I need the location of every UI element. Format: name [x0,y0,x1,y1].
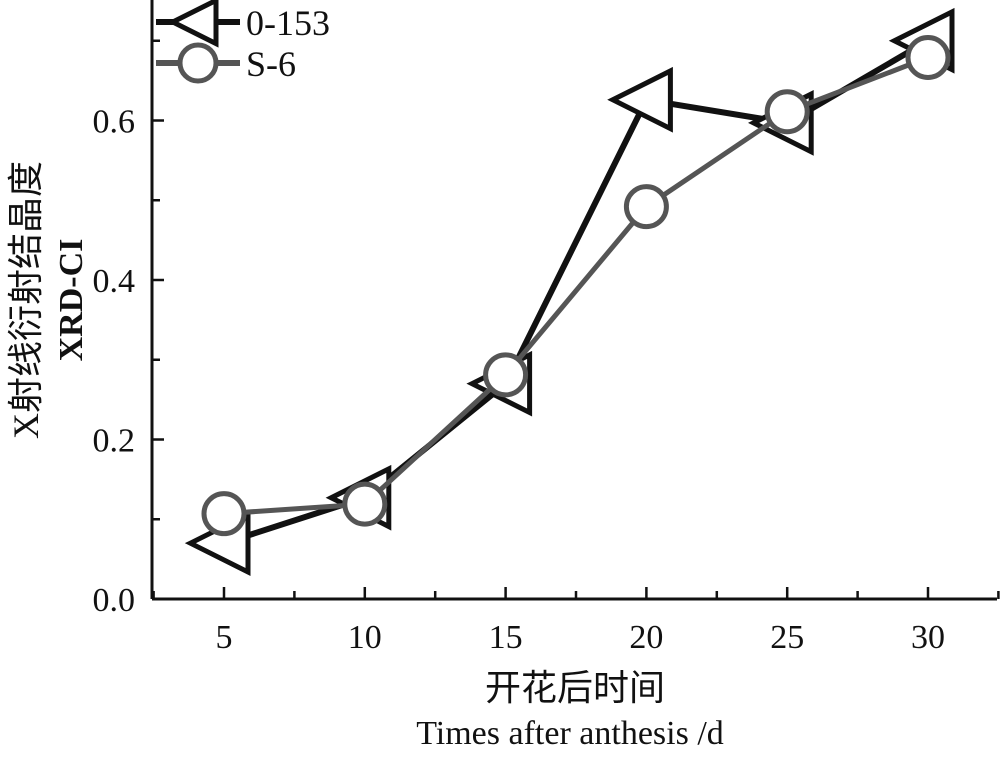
y-tick-label: 0.2 [93,423,136,460]
y-tick-label: 0.0 [93,582,136,619]
data-point [764,89,810,135]
series-S-6 [201,34,951,537]
x-tick-label: 25 [770,619,804,656]
legend-label: 0-153 [246,3,330,43]
legend-marker-circle [177,42,219,84]
x-tick-label: 15 [489,619,523,656]
series-group [184,7,955,577]
data-point [905,34,951,80]
data-point [483,352,529,398]
series-0-153 [184,7,955,577]
data-point [607,66,673,133]
x-tick-label: 30 [911,619,945,656]
series-line [223,55,929,517]
y-axis-label-cn: X射线衍射结晶度 [6,161,46,439]
data-point [201,491,247,537]
x-tick-label: 20 [629,619,663,656]
y-tick-label: 0.6 [93,104,136,141]
x-tick-label: 10 [348,619,382,656]
x-tick-label: 5 [216,619,233,656]
y-axis-label: XRD-CI [53,239,90,362]
x-axis-label-cn: 开花后时间 [485,668,665,708]
data-point [342,481,388,527]
data-point [623,184,669,230]
legend-label: S-6 [246,44,296,84]
axes: 5 10 15 20 25 30 0.0 0.2 0.4 0.6 [93,0,1000,656]
legend-marker-triangle [167,0,219,48]
x-axis-label: Times after anthesis /d [416,715,724,752]
y-tick-label: 0.4 [93,263,136,300]
